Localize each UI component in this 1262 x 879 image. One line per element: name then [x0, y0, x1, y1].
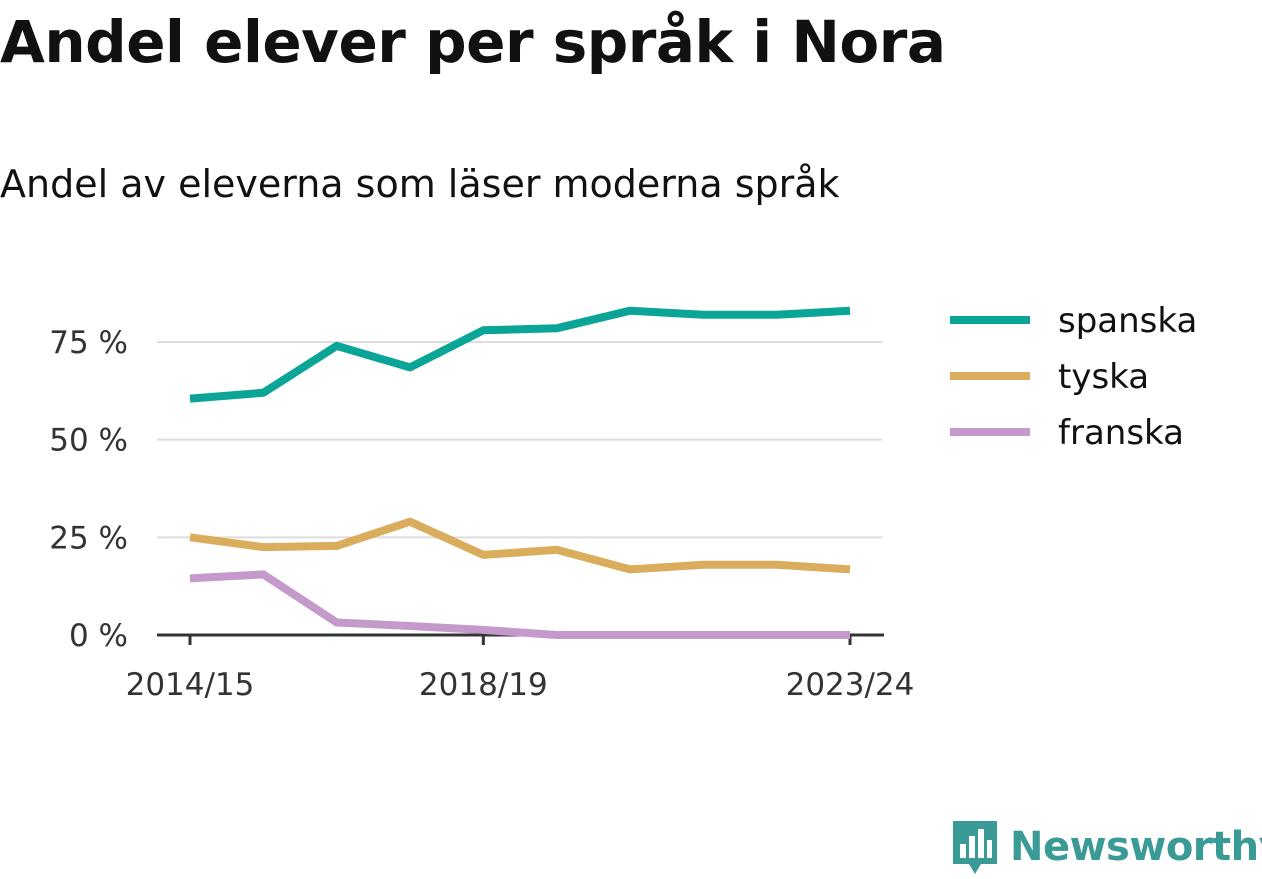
y-tick-label: 75 % [49, 325, 128, 361]
x-tick-label: 2018/19 [419, 667, 548, 703]
chart-title: Andel elever per språk i Nora [0, 8, 946, 76]
series-lines [189, 306, 851, 639]
x-tick-label: 2014/15 [126, 667, 255, 703]
series-line-franska [189, 570, 850, 639]
chart-subtitle: Andel av eleverna som läser moderna språ… [0, 162, 840, 206]
y-tick-label: 25 % [49, 520, 128, 556]
y-tick-label: 50 % [49, 423, 128, 459]
bar-chart-speech-bubble-icon [953, 821, 997, 874]
newsworthy-logo: Newsworthy [950, 818, 1262, 876]
y-tick-label: 0 % [69, 618, 128, 654]
legend: spanska tyska franska [950, 301, 1197, 453]
axes: 0 % 25 % 50 % 75 % 2014/15 2018/19 2023/24 [49, 325, 914, 703]
legend-label-tyska: tyska [1058, 357, 1149, 397]
brand-name: Newsworthy [1010, 824, 1262, 870]
gridlines [157, 341, 882, 539]
legend-label-franska: franska [1058, 413, 1184, 453]
x-tick-label: 2023/24 [786, 667, 915, 703]
series-line-tyska [189, 517, 851, 574]
legend-label-spanska: spanska [1058, 301, 1197, 341]
series-line-spanska [189, 306, 851, 403]
